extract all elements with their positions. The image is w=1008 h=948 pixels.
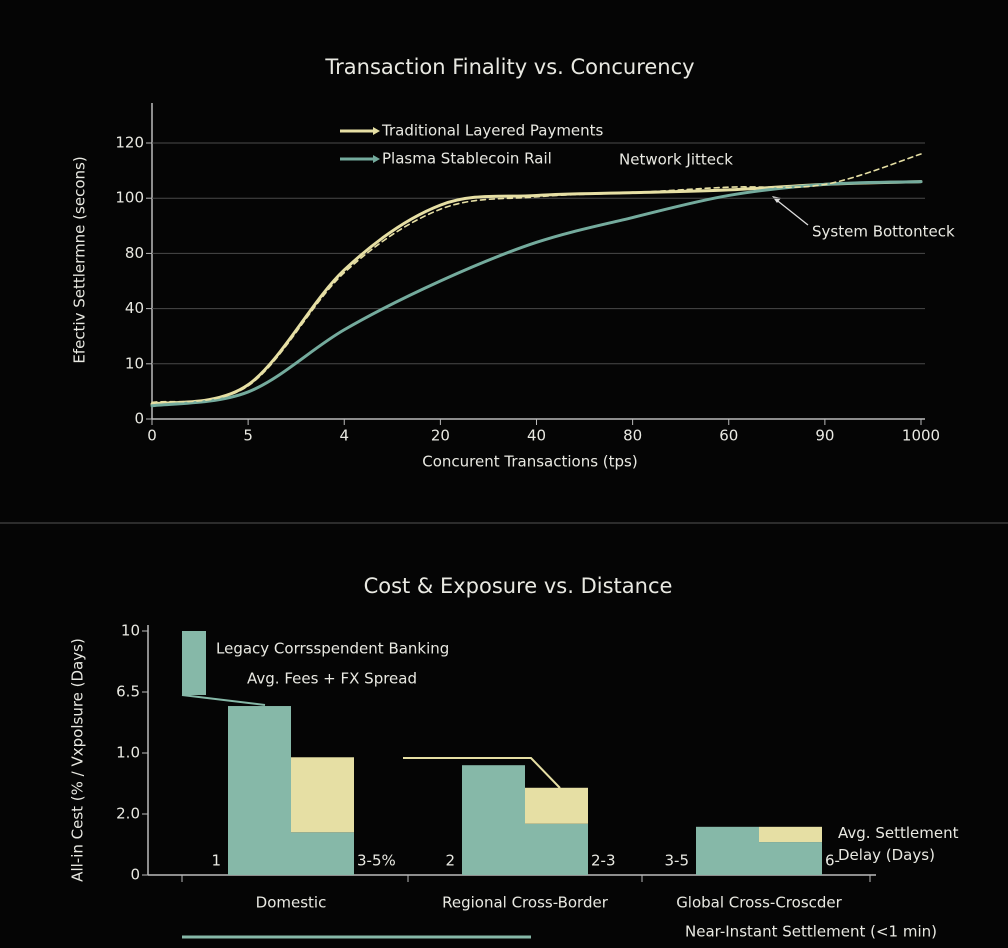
x-tick-label: Regional Cross-Border (442, 894, 609, 912)
series-line (150, 180, 923, 406)
bar (759, 826, 822, 843)
y-tick-label: 0 (130, 866, 140, 884)
chart-title: Cost & Exposure vs. Distance (364, 574, 673, 598)
bar-note: 3-5 (665, 852, 690, 870)
x-tick-label: 40 (527, 427, 546, 445)
connector (181, 694, 266, 706)
bar (759, 842, 822, 875)
annotation-arrow (773, 197, 809, 226)
legend-label: Legacy Corrsspendent Banking (216, 640, 449, 658)
bar (462, 765, 525, 875)
legend-label: Traditional Layered Payments (381, 122, 604, 140)
y-tick-label: 80 (125, 244, 144, 262)
chart-title: Transaction Finality vs. Concurency (324, 55, 694, 79)
series-line (151, 153, 922, 404)
y-tick-label: 10 (125, 354, 144, 372)
x-tick-label: 90 (815, 427, 834, 445)
legend-arrowhead (373, 155, 380, 163)
bar-note: 2 (445, 852, 455, 870)
x-tick-label: 5 (243, 427, 253, 445)
bar (525, 823, 588, 875)
y-tick-label: 6.5 (116, 683, 140, 701)
x-tick-label: 1000 (902, 427, 940, 445)
series-line (150, 180, 923, 408)
y-tick-label: 100 (115, 189, 144, 207)
x-tick-label: 60 (719, 427, 738, 445)
x-tick-label: 0 (147, 427, 157, 445)
y-tick-label: 120 (115, 134, 144, 152)
legend-label: Network Jitteck (619, 151, 733, 169)
y-tick-label: 40 (125, 299, 144, 317)
bar (696, 826, 759, 875)
bar-note: 2-3 (591, 852, 616, 870)
annotation: Avg. Fees + FX Spread (247, 670, 417, 688)
bar (291, 832, 354, 875)
y-tick-label: 10 (121, 622, 140, 640)
y-tick-label: 0 (134, 410, 144, 428)
connector (403, 757, 561, 789)
legend-arrowhead (373, 127, 380, 135)
bar (525, 787, 588, 824)
bar-note: 3-5% (357, 852, 396, 870)
bar (228, 706, 291, 875)
x-tick-label: Global Cross-Croscder (676, 894, 842, 912)
y-axis-label: Efectiv Settlermne (secons) (71, 156, 89, 363)
legend-swatch (182, 631, 206, 695)
x-tick-label: 80 (623, 427, 642, 445)
x-tick-label: 20 (431, 427, 450, 445)
legend-label: Plasma Stablecoin Rail (382, 150, 552, 168)
y-axis-label: All-in Cest (% / Vxpolsure (Days) (69, 638, 87, 882)
y-tick-label: 2.0 (116, 805, 140, 823)
x-tick-label: 4 (339, 427, 349, 445)
bar (291, 757, 354, 833)
bar-note: 1 (211, 852, 221, 870)
legend-label: Avg. Settlement Delay (Days) (838, 824, 959, 864)
annotation: System Bottonteck (812, 223, 955, 241)
x-axis-label: Concurent Transactions (tps) (422, 453, 637, 471)
legend-label: Near-Instant Settlement (<1 min) (685, 923, 937, 941)
bar-note: 6- (825, 852, 840, 870)
y-tick-label: 1.0 (116, 744, 140, 762)
x-tick-label: Domestic (256, 894, 327, 912)
